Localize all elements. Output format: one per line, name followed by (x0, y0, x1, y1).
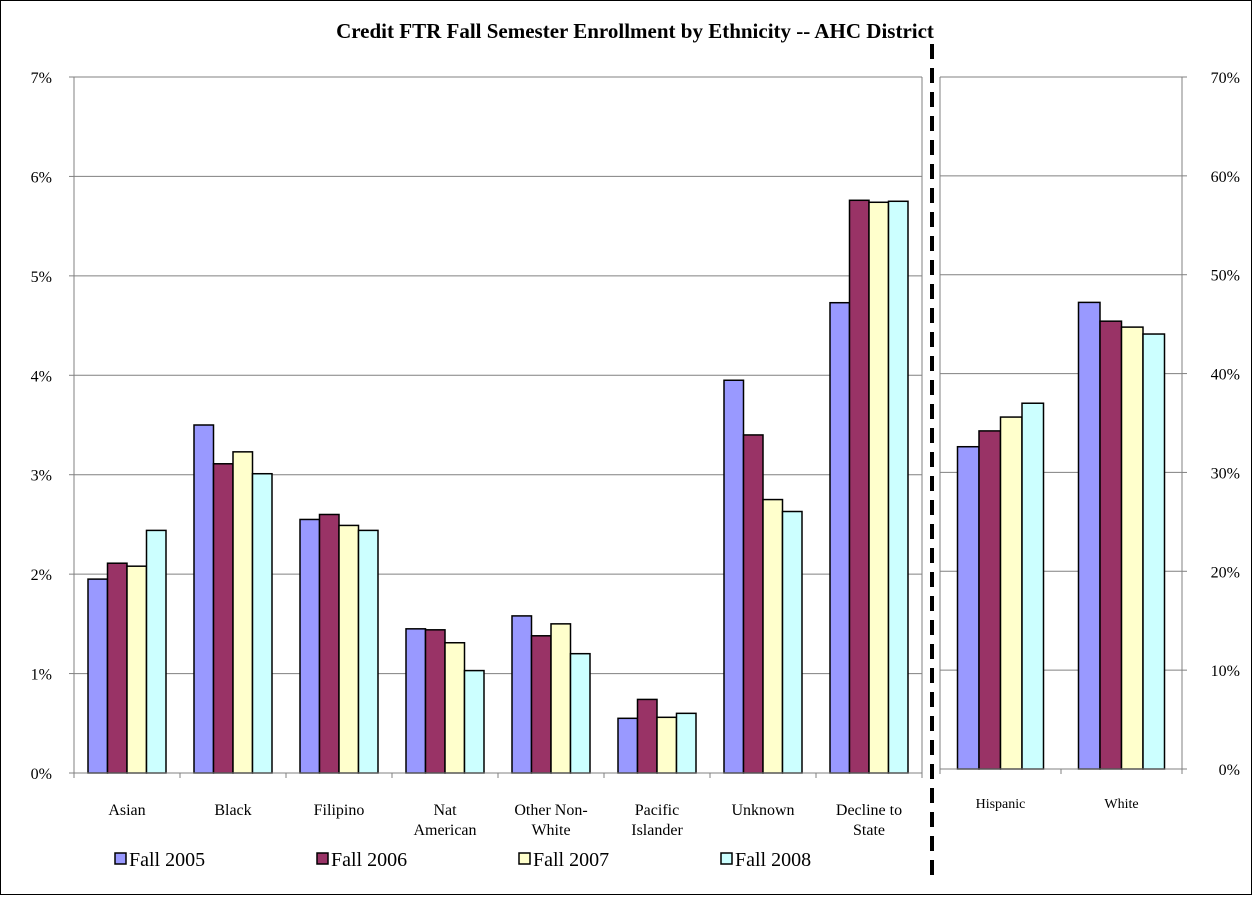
bar-decline-to-state-fall-2008 (887, 200, 909, 774)
chart-title: Credit FTR Fall Semester Enrollment by E… (336, 19, 934, 43)
y-tick-label: 3% (31, 468, 52, 485)
y-tick-label: 30% (1211, 465, 1240, 482)
bar-black-fall-2008 (251, 472, 273, 774)
bar-black-fall-2006 (212, 463, 234, 774)
y-tick-label: 60% (1211, 169, 1240, 186)
y-tick-label: 10% (1211, 663, 1240, 680)
x-category-label: Islander (631, 822, 683, 839)
y-tick-label: 40% (1211, 367, 1240, 384)
x-category-label: Black (214, 802, 251, 819)
right-category-labels: Hispanic White (976, 797, 1139, 812)
bar-other-non-white-fall-2007 (550, 623, 572, 774)
legend-swatch (114, 852, 127, 865)
bar-nat-american-fall-2007 (444, 641, 466, 774)
right-bars (956, 301, 1166, 770)
bar-nat-american-fall-2005 (405, 628, 427, 774)
legend: Fall 2005 Fall 2006 Fall 2007 Fall 2008 (114, 849, 811, 871)
y-tick-label: 70% (1211, 70, 1240, 87)
y-tick-label: 0% (31, 766, 52, 783)
bar-filipino-fall-2005 (299, 518, 321, 774)
bar-unknown-fall-2006 (742, 434, 764, 774)
legend-label: Fall 2007 (533, 849, 609, 871)
bar-nat-american-fall-2006 (424, 629, 446, 774)
bar-filipino-fall-2006 (318, 513, 340, 774)
bar-pacific-islander-fall-2008 (675, 712, 697, 774)
legend-swatch (720, 852, 733, 865)
bar-decline-to-state-fall-2005 (829, 301, 851, 774)
legend-label: Fall 2006 (331, 849, 407, 871)
bar-decline-to-state-fall-2007 (868, 201, 890, 774)
x-category-label: Filipino (314, 802, 365, 819)
bar-other-non-white-fall-2006 (530, 635, 552, 774)
bar-white-fall-2005 (1077, 301, 1101, 770)
bar-asian-fall-2005 (87, 578, 109, 774)
legend-swatch (316, 852, 329, 865)
bar-asian-fall-2008 (145, 529, 167, 774)
bar-white-fall-2007 (1120, 326, 1144, 770)
x-category-label: State (853, 822, 885, 839)
bar-nat-american-fall-2008 (463, 669, 485, 774)
bar-hispanic-fall-2006 (978, 430, 1002, 770)
bar-unknown-fall-2005 (723, 379, 745, 774)
bar-filipino-fall-2007 (338, 524, 360, 774)
x-category-label: White (1104, 797, 1138, 812)
bar-hispanic-fall-2005 (956, 445, 980, 770)
bar-pacific-islander-fall-2007 (656, 716, 678, 774)
legend-swatch (518, 852, 531, 865)
legend-label: Fall 2005 (129, 849, 205, 871)
bar-unknown-fall-2007 (762, 498, 784, 774)
x-category-label: Hispanic (976, 797, 1026, 812)
left-y-axis: 0% 1% 2% 3% 4% 5% 6% 7% (31, 70, 923, 783)
y-tick-label: 20% (1211, 564, 1240, 581)
x-category-label: White (531, 822, 570, 839)
bar-unknown-fall-2008 (781, 510, 803, 774)
right-y-axis: 0% 10% 20% 30% 40% 50% 60% 70% (939, 70, 1240, 779)
x-category-label: Pacific (635, 802, 679, 819)
bar-other-non-white-fall-2008 (569, 652, 591, 774)
y-tick-label: 5% (31, 269, 52, 286)
bar-black-fall-2005 (193, 424, 215, 774)
left-bars (87, 199, 909, 774)
bar-asian-fall-2006 (106, 562, 128, 774)
bar-pacific-islander-fall-2005 (617, 717, 639, 774)
bar-hispanic-fall-2008 (1021, 402, 1045, 770)
bar-decline-to-state-fall-2006 (848, 199, 870, 774)
bar-white-fall-2008 (1142, 333, 1166, 770)
left-category-labels: Asian Black Filipino Nat American Other Non- W… (108, 802, 902, 839)
y-tick-label: 50% (1211, 268, 1240, 285)
bar-white-fall-2006 (1099, 320, 1123, 770)
x-category-label: Unknown (731, 802, 794, 819)
bar-asian-fall-2007 (126, 565, 148, 774)
bar-pacific-islander-fall-2006 (636, 698, 658, 774)
y-tick-label: 4% (31, 368, 52, 385)
bar-other-non-white-fall-2005 (511, 615, 533, 774)
y-tick-label: 0% (1219, 762, 1240, 779)
legend-label: Fall 2008 (735, 849, 811, 871)
x-category-label: Nat (433, 802, 457, 819)
bar-filipino-fall-2008 (357, 529, 379, 774)
bar-black-fall-2007 (232, 451, 254, 774)
y-tick-label: 1% (31, 667, 52, 684)
x-category-label: American (413, 822, 476, 839)
x-category-label: Decline to (836, 802, 902, 819)
bar-hispanic-fall-2007 (999, 416, 1023, 770)
x-category-label: Other Non- (514, 802, 587, 819)
y-tick-label: 7% (31, 70, 52, 87)
y-tick-label: 2% (31, 567, 52, 584)
y-tick-label: 6% (31, 169, 52, 186)
x-category-label: Asian (108, 802, 145, 819)
